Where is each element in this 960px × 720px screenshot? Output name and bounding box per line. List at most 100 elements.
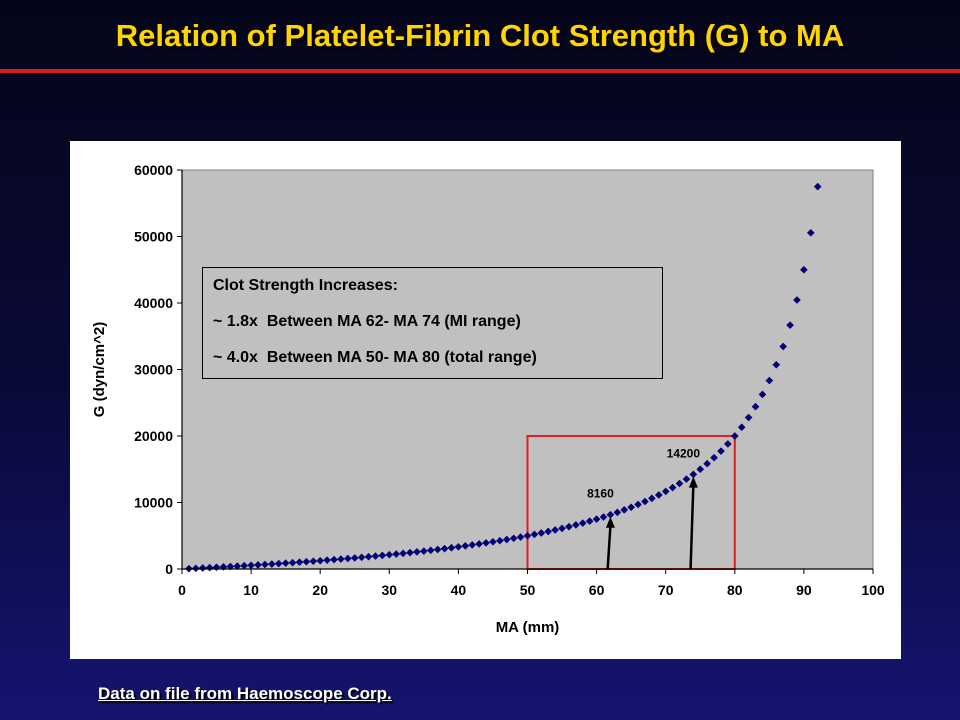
data-point (661, 487, 670, 496)
data-point (523, 531, 532, 540)
data-point (371, 552, 380, 560)
data-point (198, 564, 207, 572)
y-tick-label: 50000 (134, 229, 173, 245)
data-point (675, 479, 684, 488)
x-tick-label: 80 (727, 582, 743, 598)
data-point (779, 342, 788, 351)
annotation-mi-range: ~ 1.8x Between MA 62- MA 74 (MI range) (213, 313, 521, 330)
data-point (682, 475, 691, 483)
x-tick-label: 70 (658, 582, 674, 598)
points-layer (185, 182, 822, 573)
annotation-box: Clot Strength Increases: ~ 1.8x Between … (202, 267, 663, 379)
data-point (585, 517, 594, 526)
x-tick-label: 0 (178, 582, 186, 598)
data-point (323, 556, 331, 565)
x-tick-label: 100 (861, 582, 885, 598)
x-axis-title: MA (mm) (496, 619, 560, 636)
data-point (413, 547, 421, 556)
data-point (565, 522, 573, 531)
data-point (288, 558, 297, 567)
arrow-shaft (606, 525, 612, 570)
data-point (350, 554, 359, 562)
data-point (191, 564, 200, 573)
data-point (509, 534, 518, 543)
data-point (578, 519, 587, 527)
data-point (613, 508, 622, 517)
data-point (772, 360, 781, 369)
title-divider (0, 69, 960, 73)
data-point (447, 543, 456, 552)
y-tick-label: 40000 (134, 295, 173, 311)
data-point (274, 559, 283, 568)
data-point (516, 533, 525, 541)
y-tick-label: 60000 (134, 162, 173, 178)
data-point (717, 447, 725, 455)
data-point (813, 182, 822, 191)
data-point (786, 321, 794, 330)
data-point (537, 529, 546, 537)
data-point (765, 376, 774, 385)
data-point (696, 465, 705, 474)
data-point (806, 228, 815, 237)
data-point (261, 560, 269, 569)
data-point (793, 296, 801, 304)
data-point (316, 556, 325, 565)
data-point (758, 390, 767, 399)
y-axis-title: G (dyn/cm^2) (91, 322, 108, 417)
data-point (212, 563, 221, 572)
data-point (399, 549, 408, 558)
data-point (724, 440, 732, 448)
data-point (440, 544, 449, 553)
data-point (309, 557, 318, 566)
data-point (468, 541, 477, 549)
data-point (406, 548, 414, 557)
y-tick-label: 0 (165, 561, 173, 577)
data-point (634, 500, 642, 509)
data-point (454, 542, 463, 551)
ticks-layer: 0 10000 20000 30000 40000 50000 60000 0 10 20 30 40… (134, 162, 885, 598)
data-point (330, 555, 338, 564)
data-point (502, 535, 511, 544)
x-tick-label: 60 (589, 582, 605, 598)
data-point (433, 545, 442, 554)
arrow-head (688, 476, 698, 488)
data-point (302, 557, 311, 566)
data-point (551, 526, 560, 534)
data-label-8160: 8160 (587, 487, 614, 501)
data-point (378, 551, 387, 560)
annotation-heading: Clot Strength Increases: (213, 277, 398, 294)
data-point (461, 542, 470, 550)
source-note: Data on file from Haemoscope Corp. (98, 684, 392, 703)
data-point (281, 559, 290, 568)
data-point (730, 432, 739, 440)
x-tick-label: 30 (382, 582, 398, 598)
data-point (426, 546, 435, 555)
data-point (744, 413, 753, 422)
data-point (599, 513, 608, 521)
y-tick-label: 20000 (134, 428, 173, 444)
data-point (647, 494, 656, 503)
x-tick-label: 50 (520, 582, 536, 598)
arrow-shaft (689, 485, 695, 570)
data-point (226, 562, 235, 571)
data-point (654, 491, 663, 499)
data-point (544, 527, 553, 536)
data-point (364, 552, 373, 561)
data-point (627, 503, 636, 512)
data-point (571, 521, 580, 529)
data-point (295, 558, 304, 567)
x-tick-label: 40 (451, 582, 467, 598)
data-point (592, 515, 601, 524)
slide-title: Relation of Platelet-Fibrin Clot Strengt… (115, 18, 845, 53)
data-point (233, 562, 242, 570)
data-point (267, 560, 276, 568)
y-tick-label: 10000 (134, 495, 173, 511)
data-point (357, 553, 366, 562)
x-tick-label: 10 (243, 582, 259, 598)
data-point (475, 540, 484, 548)
data-point (419, 547, 428, 555)
data-point (495, 536, 504, 545)
data-point (737, 423, 746, 432)
arrows-layer: 8160 14200 (587, 447, 700, 570)
